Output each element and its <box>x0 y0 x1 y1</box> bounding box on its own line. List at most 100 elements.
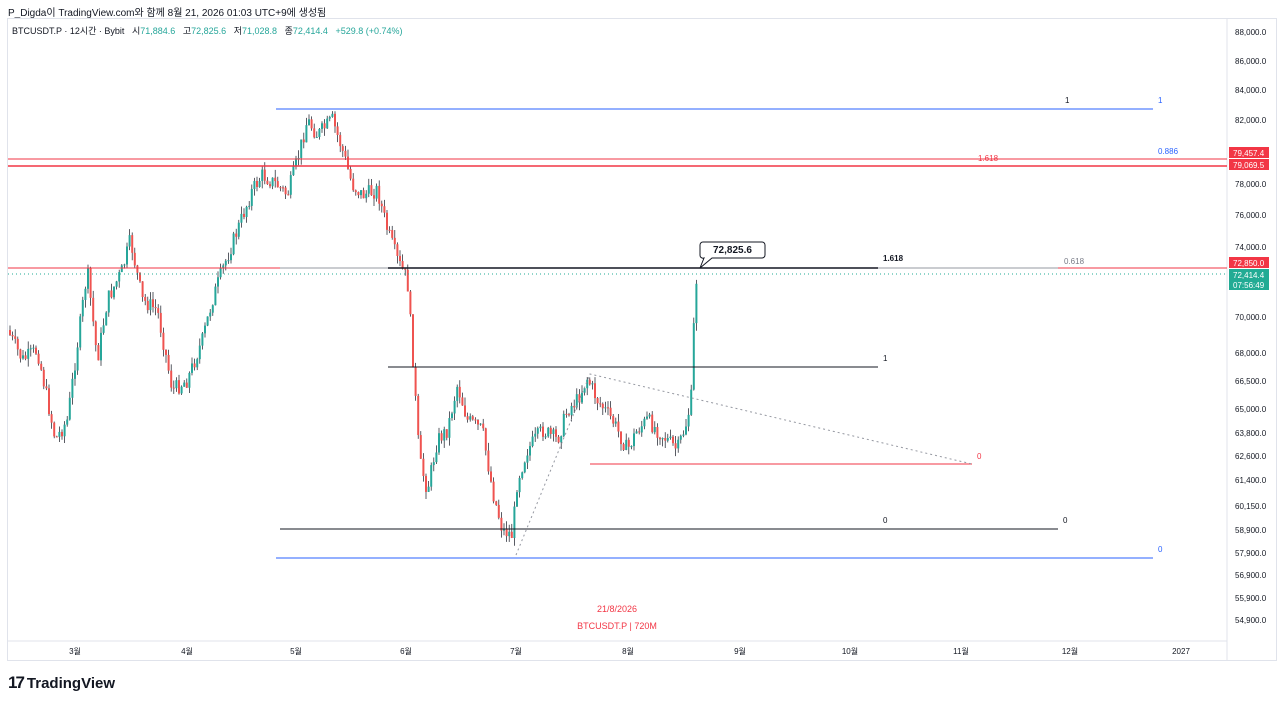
candle-body <box>219 267 222 278</box>
candle-body <box>492 481 495 502</box>
candle-body <box>547 427 550 437</box>
candle-body <box>22 355 24 359</box>
y-tick-label: 56,900.0 <box>1235 571 1267 580</box>
candle-body <box>458 386 461 398</box>
candle-body <box>635 431 638 434</box>
candle-body <box>464 405 466 417</box>
candle-body <box>300 139 303 158</box>
callout-bubble <box>699 241 766 269</box>
price-callout[interactable]: 72,825.6 <box>699 241 766 269</box>
candle-body <box>591 383 594 385</box>
candle-body <box>594 383 596 399</box>
candle-body <box>29 348 32 350</box>
symbol-name[interactable]: BTCUSDT.P · 12시간 · Bybit <box>12 26 125 36</box>
candle-body <box>542 426 544 437</box>
candle-body <box>97 345 100 361</box>
brand-name: TradingView <box>26 674 116 692</box>
candle-body <box>596 398 599 404</box>
candle-body <box>289 175 292 195</box>
candle-body <box>510 531 513 538</box>
candle-body <box>53 422 56 437</box>
candle-body <box>422 458 425 477</box>
candle-body <box>271 177 274 187</box>
candle-body <box>128 235 131 247</box>
price-axis[interactable]: 88,000.0 86,000.0 84,000.0 82,000.0 78,000.0… <box>1235 28 1267 625</box>
y-tick-label: 88,000.0 <box>1235 28 1267 37</box>
x-tick-label: 11월 <box>953 646 969 656</box>
candle-body <box>167 354 170 371</box>
label-blue-0: 0 <box>1158 545 1163 554</box>
candle-body <box>201 333 204 346</box>
candle-body <box>178 380 180 394</box>
trend-path-dotted[interactable] <box>515 373 973 556</box>
y-tick-label: 76,000.0 <box>1235 211 1267 220</box>
x-tick-label: 8월 <box>622 646 634 656</box>
candle-body <box>133 252 136 266</box>
candle-body <box>648 414 651 417</box>
candle-body <box>32 347 35 349</box>
watermark-symbol: BTCUSDT.P | 720M <box>577 621 657 631</box>
candle-body <box>318 128 321 138</box>
label-gray-0: 0 <box>1063 516 1068 525</box>
candle-body <box>664 437 667 441</box>
candle-body <box>557 436 560 443</box>
candle-body <box>105 312 108 326</box>
candle-body <box>71 378 74 398</box>
high-label: 고 <box>182 26 192 36</box>
candle-body <box>365 193 368 199</box>
candle-body <box>35 347 37 354</box>
candle-body <box>292 166 295 176</box>
y-tick-label: 63,800.0 <box>1235 429 1267 438</box>
candle-body <box>614 421 617 424</box>
candle-body <box>94 321 97 346</box>
y-tick-label: 84,000.0 <box>1235 86 1267 95</box>
candle-body <box>578 394 581 403</box>
candle-body <box>165 349 167 355</box>
candle-body <box>204 325 206 334</box>
price-tag-bg <box>1229 147 1269 158</box>
candle-body <box>126 246 128 265</box>
attribution-text: P_Digda이 TradingView.com와 함께 8월 21, 2026… <box>8 8 327 19</box>
x-tick-label: 3월 <box>69 646 81 656</box>
candle-body <box>544 436 547 438</box>
y-tick-label: 62,600.0 <box>1235 452 1267 461</box>
candle-body <box>503 528 505 531</box>
drawing-levels[interactable] <box>8 108 1227 559</box>
candle-body <box>235 233 238 237</box>
candle-body <box>536 428 539 434</box>
candle-body <box>27 348 30 359</box>
candle-body <box>227 260 230 262</box>
candle-body <box>50 414 53 423</box>
y-tick-label: 65,000.0 <box>1235 405 1267 414</box>
chart-frame[interactable] <box>7 18 1277 661</box>
tradingview-mark-icon: 17 <box>8 673 25 692</box>
watermark-date: 21/8/2026 <box>597 604 637 614</box>
x-tick-label: 5월 <box>290 646 302 656</box>
candle-body <box>141 281 144 297</box>
level-labels: 1 1 0.886 1.618 1.618 0.618 1 0 0 0 0 <box>883 96 1179 554</box>
candle-body <box>211 305 214 313</box>
candle-body <box>282 187 284 189</box>
tradingview-logo[interactable]: 17 TradingView <box>8 673 115 693</box>
y-tick-label: 66,500.0 <box>1235 377 1267 386</box>
candle-body <box>185 382 188 388</box>
x-tick-label: 9월 <box>734 646 746 656</box>
candle-body <box>42 369 45 387</box>
candle-body <box>40 363 43 370</box>
candle-body <box>453 400 456 414</box>
candle-body <box>477 420 479 425</box>
candle-body <box>568 414 570 416</box>
candle-body <box>505 528 508 537</box>
candle-body <box>152 299 154 308</box>
candle-body <box>391 230 394 238</box>
time-axis[interactable]: 3월 4월 5월 6월 7월 8월 9월 10월 11월 12월 2027 <box>69 646 1190 656</box>
candle-body <box>354 190 357 193</box>
candle-body <box>685 426 687 435</box>
label-0886: 0.886 <box>1158 147 1179 156</box>
candle-body <box>482 423 485 429</box>
label-black-1: 1 <box>883 354 888 363</box>
candle-body <box>45 386 48 389</box>
candle-body <box>539 426 542 429</box>
candle-body <box>677 439 680 449</box>
